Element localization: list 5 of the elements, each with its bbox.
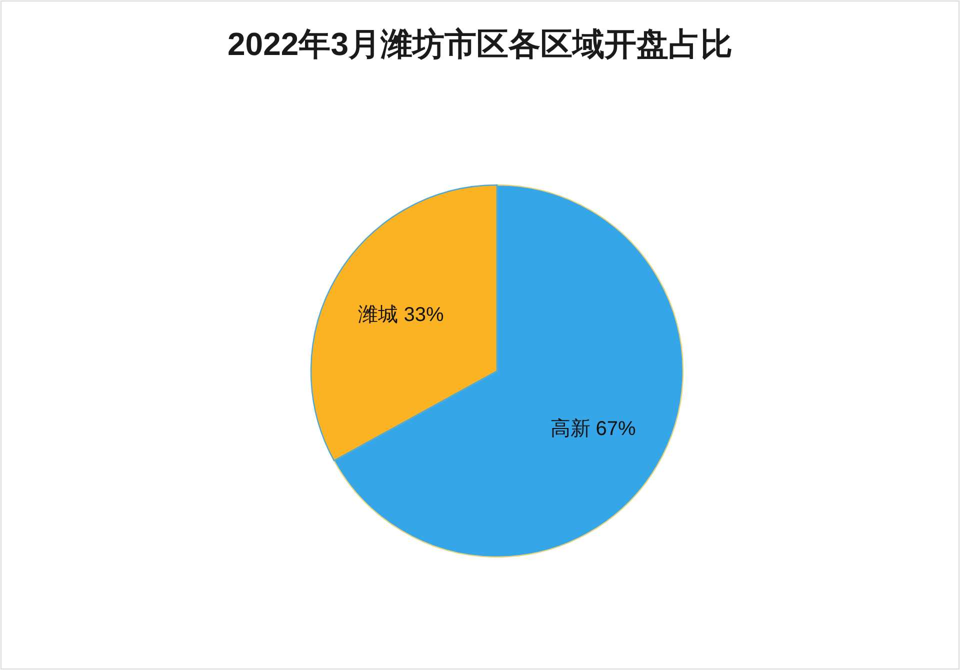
pie-slice [333,184,684,558]
slice-label: 潍城 33% [358,304,444,326]
chart-title: 2022年3月潍坊市区各区域开盘占比 [228,26,732,62]
pie-slice [310,184,498,462]
slice-label: 高新 67% [550,416,636,440]
